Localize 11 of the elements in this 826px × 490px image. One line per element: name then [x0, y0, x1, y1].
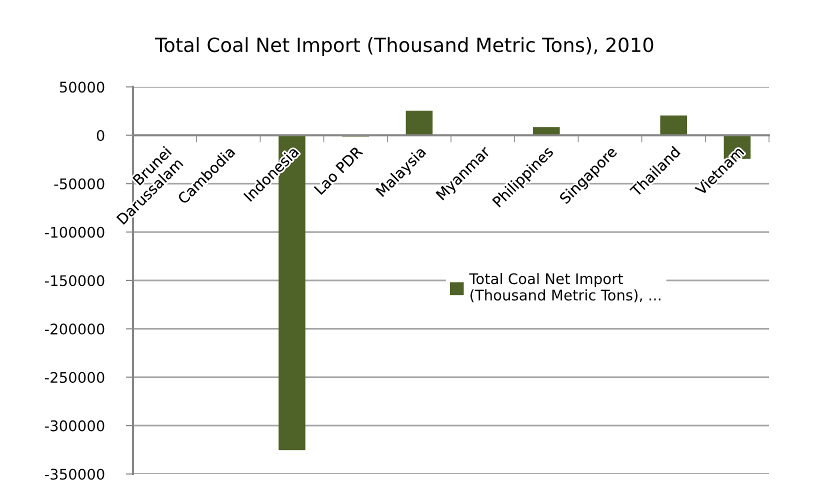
y-tick-label: 50000	[60, 82, 104, 93]
chart-title: Total Coal Net Import (Thousand Metric Tons), 2010	[154, 37, 654, 56]
y-tick-label: -200000	[44, 324, 104, 335]
y-tick-label: 0	[96, 130, 104, 142]
y-tick-label: -100000	[44, 226, 104, 238]
y-tick-label: -350000	[44, 468, 104, 480]
y-tick-label: -250000	[44, 372, 104, 383]
legend-label: Total Coal Net Import (Thousand Metric Tons), ...	[469, 272, 660, 302]
y-tick-label: -300000	[44, 420, 104, 432]
y-tick-label: -150000	[44, 275, 104, 286]
y-tick-label: -50000	[54, 178, 104, 190]
